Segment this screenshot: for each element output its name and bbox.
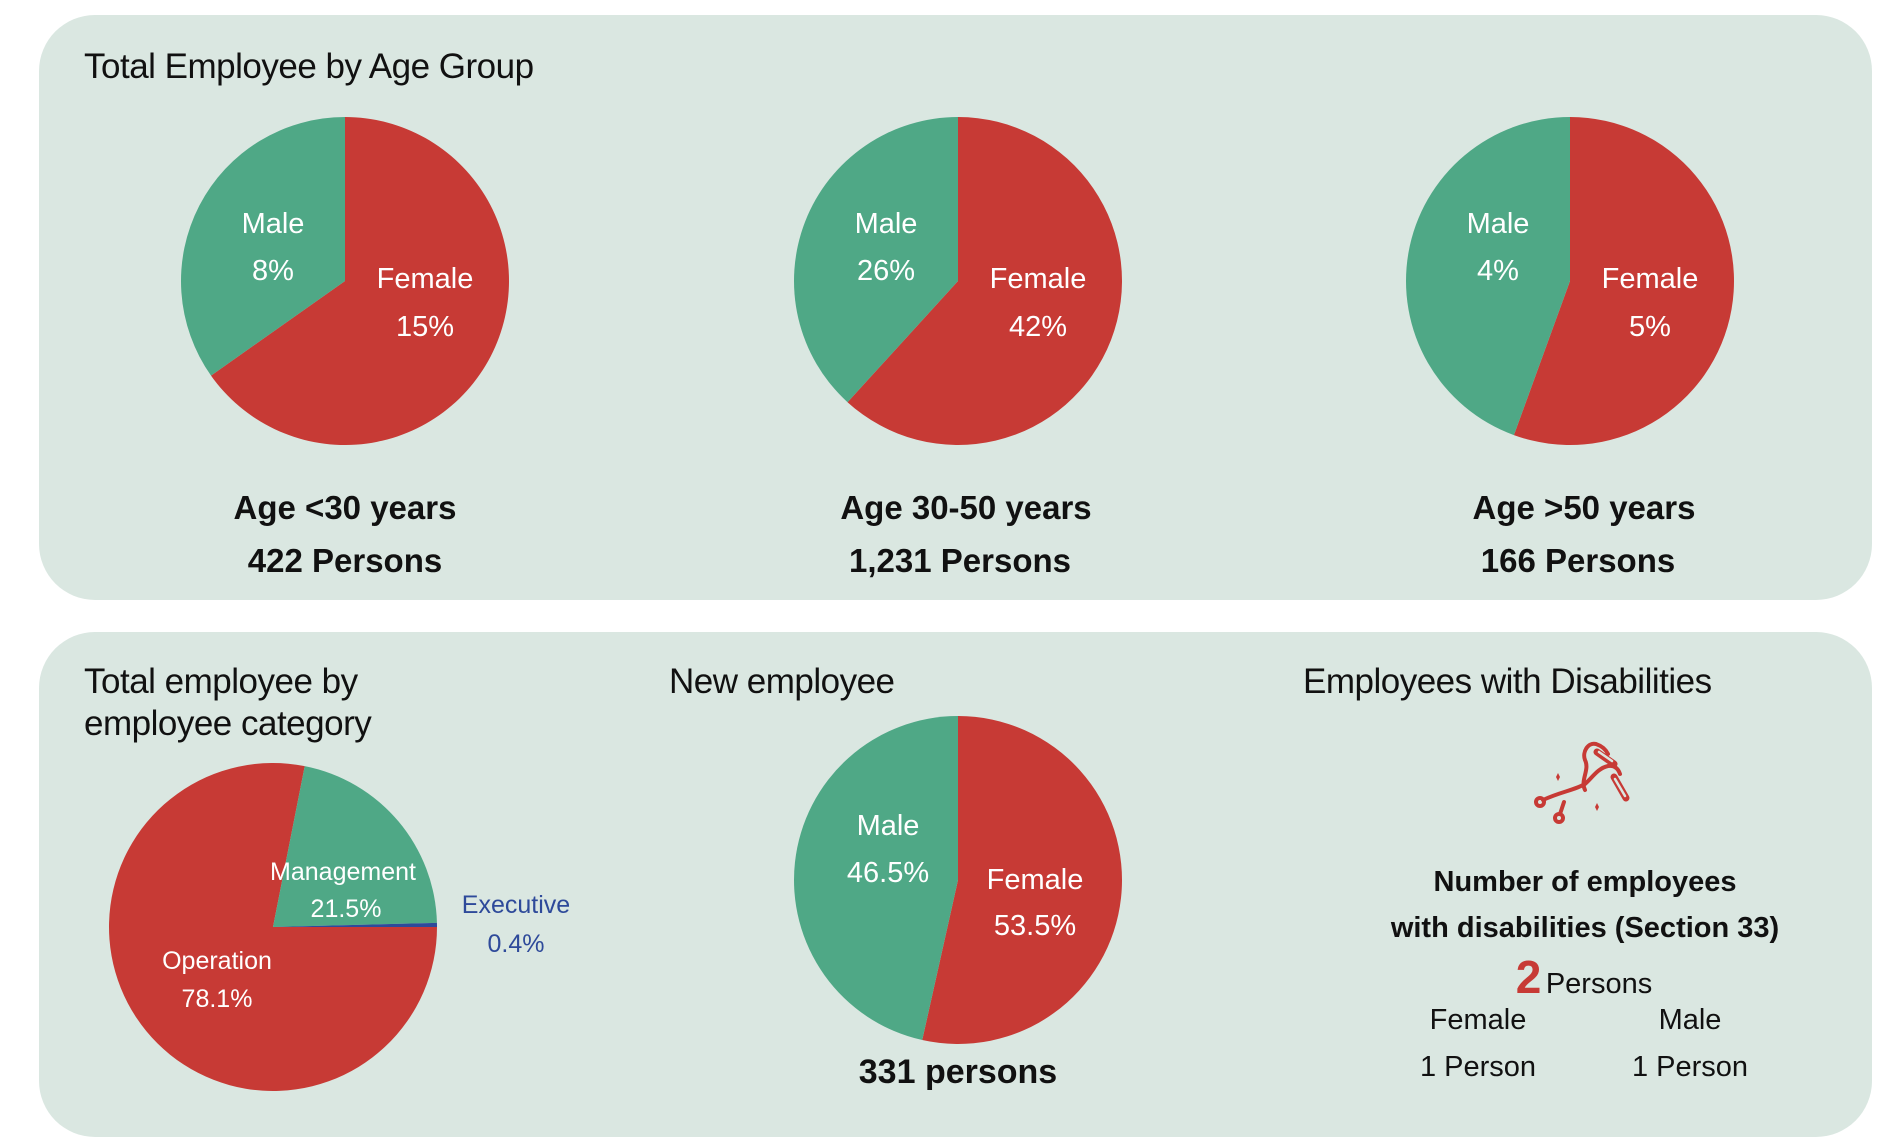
new-employee-total: 331 persons [858, 1053, 1058, 1091]
pie-age-over-50-male-slice [1405, 117, 1570, 436]
pie-age-30-50-male-value: 26% [857, 255, 915, 287]
pie-age-over-50-male-value: 4% [1477, 255, 1519, 287]
category-title-line1: Total employee by [84, 662, 358, 701]
pie-age-30-50-female-label: Female [990, 263, 1087, 295]
disability-count: 2 [1515, 951, 1542, 1003]
pie-age-30-50-male-label: Male [855, 208, 918, 240]
disability-count-unit: Persons [1545, 968, 1653, 1000]
pie-category-management-label: Management [270, 858, 416, 886]
age-group-title: Total Employee by Age Group [84, 47, 534, 86]
age-caption-under-30: Age <30 years [233, 489, 457, 526]
pie-age-over-50-female-slice [1513, 117, 1735, 445]
pie-age-under-30-male-value: 8% [252, 255, 294, 287]
pie-new-employee-male-label: Male [857, 810, 920, 842]
disability-heading-line1: Number of employees [1433, 866, 1737, 898]
pie-category-executive-label: Executive [462, 891, 570, 919]
new-employee-title: New employee [669, 662, 895, 701]
pie-age-under-30-female-slice [211, 117, 509, 445]
pie-age-under-30-female-label: Female [377, 263, 474, 295]
pie-new-employee-male-slice [794, 716, 958, 1041]
pie-age-over-50-male-label: Male [1467, 208, 1530, 240]
age-total-under-30: 422 Persons [247, 542, 443, 579]
disability-female-label: Female [1429, 1004, 1527, 1036]
category-title-line2: employee category [84, 704, 372, 743]
pie-age-30-50-female-slice [847, 117, 1122, 446]
pie-age-30-50-male-slice [794, 117, 958, 403]
age-total-30-50: 1,231 Persons [849, 542, 1071, 579]
pie-new-employee-female-slice [922, 715, 1122, 1044]
pie-age-under-30-male-slice [181, 117, 345, 376]
pie-age-over-50-female-value: 5% [1629, 311, 1671, 343]
pie-age-under-30-male-label: Male [242, 208, 305, 240]
pie-age-under-30-female-value: 15% [396, 311, 454, 343]
pie-age-over-50-female-label: Female [1602, 263, 1699, 295]
pie-category-executive-slice [273, 922, 437, 927]
pie-category-operation-label: Operation [162, 947, 272, 975]
age-caption-30-50: Age 30-50 years [840, 489, 1092, 526]
disability-male-label: Male [1658, 1004, 1722, 1036]
pie-new-employee-male-value: 46.5% [847, 857, 929, 889]
age-total-over-50: 166 Persons [1480, 542, 1676, 579]
crutch-leg-icon [1534, 741, 1630, 824]
pie-new-employee-female-label: Female [987, 864, 1084, 896]
disability-male-value: 1 Person [1631, 1051, 1749, 1083]
pie-age-30-50-female-value: 42% [1009, 311, 1067, 343]
disability-heading-line2: with disabilities (Section 33) [1390, 912, 1780, 944]
pie-category-operation-value: 78.1% [182, 985, 253, 1013]
pie-category-management-slice [273, 766, 437, 927]
age-caption-over-50: Age >50 years [1472, 489, 1696, 526]
disability-count-row: 2 Persons [1516, 952, 1652, 1014]
pie-category-executive-value: 0.4% [488, 930, 545, 958]
disability-female-value: 1 Person [1419, 1051, 1537, 1083]
pie-category-management-value: 21.5% [311, 895, 382, 923]
pie-new-employee-female-value: 53.5% [994, 910, 1076, 942]
disabilities-title: Employees with Disabilities [1303, 662, 1712, 701]
